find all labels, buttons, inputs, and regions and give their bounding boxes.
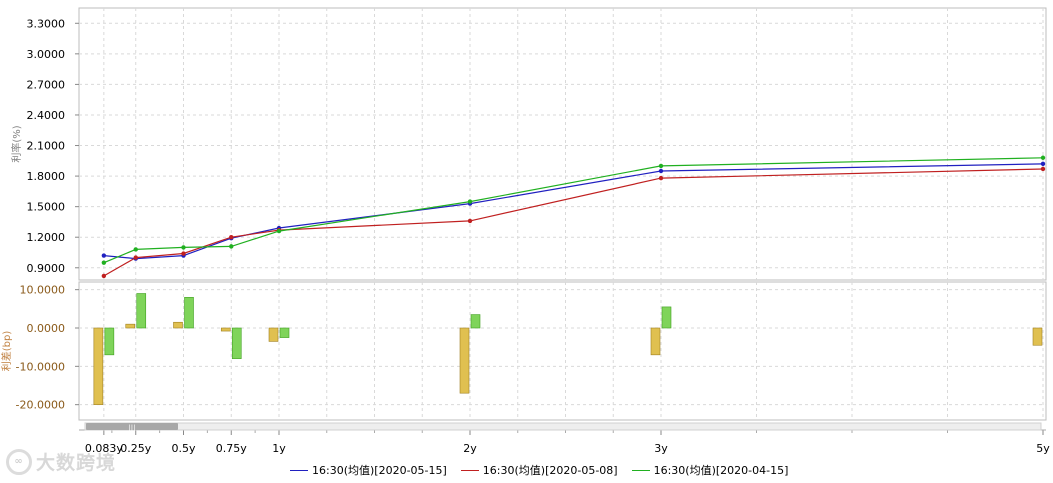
watermark-logo-icon: ∞ <box>6 448 32 475</box>
spread-bar-a <box>650 327 661 356</box>
spread-bar-a <box>220 327 231 332</box>
series-point-2 <box>133 247 138 252</box>
top-plot-frame <box>78 7 1047 281</box>
x-tick-label: 1y <box>272 442 286 455</box>
y-tick-label: -10.0000 <box>16 360 65 373</box>
x-tick-label: 5y <box>1036 442 1050 455</box>
y-tick-label: 1.8000 <box>27 170 66 183</box>
series-point-2 <box>658 163 664 169</box>
series-point-2 <box>1040 155 1046 160</box>
y-tick-label: -20.0000 <box>16 399 65 412</box>
y-tick-label: 1.5000 <box>27 201 66 214</box>
y-tick-label: 2.4000 <box>27 109 66 122</box>
y-axis-label-spread: 利差(bp) <box>0 331 13 372</box>
series-point-2 <box>276 228 282 234</box>
series-point-2 <box>467 199 473 204</box>
watermark: ∞ 大数跨境 <box>6 448 116 475</box>
spread-bar-b <box>470 314 481 329</box>
y-tick-label: 3.3000 <box>27 17 66 30</box>
horizontal-scrollbar-track <box>84 422 1042 431</box>
spread-bar-b <box>231 327 242 359</box>
legend-label: 16:30(均值)[2020-04-15] <box>653 464 789 477</box>
legend-label: 16:30(均值)[2020-05-15] <box>312 464 447 477</box>
series-point-1 <box>101 273 107 279</box>
legend-label: 16:30(均值)[2020-05-08] <box>482 464 618 477</box>
spread-bar-b <box>184 297 194 329</box>
series-point-1 <box>181 251 186 256</box>
bottom-plot-frame <box>78 281 1047 421</box>
legend-item-2020-05-08[interactable]: 16:30(均值)[2020-05-08] <box>460 462 618 478</box>
series-point-1 <box>467 218 473 224</box>
y-tick-label: 10.0000 <box>20 284 66 297</box>
spread-bar-a <box>173 321 183 329</box>
x-tick-label: 0.083y <box>85 442 123 455</box>
y-tick-label: 0.0000 <box>27 322 66 335</box>
spread-bar-b <box>104 327 115 356</box>
legend-swatch <box>631 469 650 471</box>
x-tick-label: 0.25y <box>120 442 151 455</box>
watermark-text: 大数跨境 <box>36 452 117 474</box>
y-tick-label: 3.0000 <box>27 48 66 61</box>
series-point-0 <box>658 168 664 174</box>
y-tick-label: 0.9000 <box>27 262 66 275</box>
legend-item-2020-05-15[interactable]: 16:30(均值)[2020-05-15] <box>290 462 447 478</box>
x-tick-label: 2y <box>463 442 477 455</box>
y-tick-label: 2.7000 <box>27 78 66 91</box>
series-line-1 <box>103 168 1044 277</box>
series-point-1 <box>229 235 234 240</box>
spread-bar-a <box>459 327 470 394</box>
series-line-0 <box>103 163 1044 260</box>
spread-bar-a <box>268 327 279 342</box>
y-axis-label-rate: 利率(%) <box>10 125 23 162</box>
legend: 16:30(均值)[2020-05-15] 16:30(均值)[2020-05-… <box>290 461 788 479</box>
spread-bar-b <box>279 327 290 338</box>
y-tick-label: 2.1000 <box>27 140 66 153</box>
spread-bar-b <box>661 306 672 329</box>
legend-item-2020-04-15[interactable]: 16:30(均值)[2020-04-15] <box>631 462 789 478</box>
spread-bar-a <box>125 323 136 329</box>
series-point-2 <box>181 245 186 250</box>
x-tick-label: 0.5y <box>171 442 195 455</box>
legend-swatch <box>290 469 308 471</box>
series-point-1 <box>133 255 138 260</box>
series-point-1 <box>1040 166 1046 172</box>
series-point-1 <box>658 175 664 181</box>
spread-bar-b <box>136 293 147 329</box>
y-tick-label: 1.2000 <box>27 231 66 244</box>
legend-swatch <box>460 469 479 471</box>
spread-bar-a <box>93 327 104 405</box>
horizontal-scrollbar-thumb[interactable] <box>86 423 178 430</box>
series-point-2 <box>229 244 234 249</box>
spread-bar-a <box>1032 327 1043 346</box>
series-point-2 <box>101 260 107 265</box>
scrollbar-grip-icon: ||| <box>128 424 135 432</box>
series-point-0 <box>1040 161 1046 167</box>
x-tick-label: 3y <box>654 442 668 455</box>
x-tick-label: 0.75y <box>216 442 247 455</box>
series-point-0 <box>101 253 107 258</box>
series-line-2 <box>103 157 1044 264</box>
